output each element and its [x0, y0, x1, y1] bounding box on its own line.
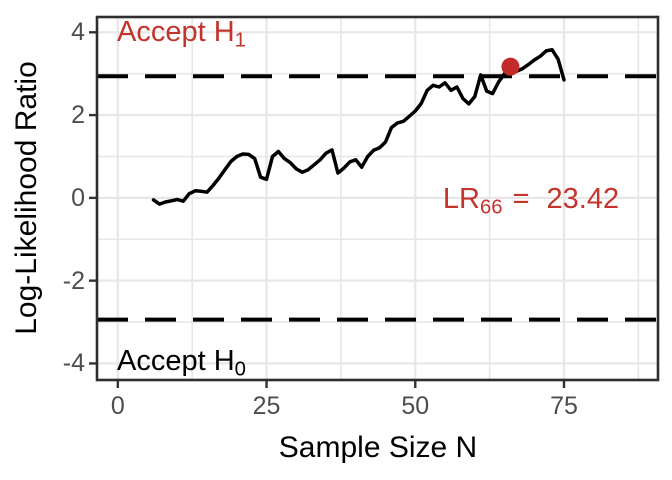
lr-value: 23.42 — [546, 183, 620, 215]
accept-h0-label: Accept H0 — [117, 344, 246, 381]
panel-border — [95, 15, 660, 382]
x-tick-label: 75 — [550, 392, 578, 420]
accept-h1-label: Accept H1 — [117, 15, 246, 52]
y-tick-label: 0 — [71, 183, 85, 212]
y-tick-label: -4 — [62, 349, 85, 378]
decision-point-marker — [501, 57, 520, 76]
y-axis-title: Log-Likelihood Ratio — [10, 61, 43, 335]
accept-h1-subscript: 1 — [234, 29, 246, 52]
accept-h1-text: Accept H — [117, 16, 235, 48]
llr-path — [151, 47, 566, 206]
x-axis-title: Sample Size N — [278, 431, 478, 464]
accept-h0-subscript: 0 — [234, 358, 246, 381]
lr-prefix: LR — [442, 183, 480, 215]
y-tick-label: 2 — [71, 101, 85, 130]
accept-h0-text: Accept H — [117, 345, 235, 377]
y-tick-label: 4 — [71, 18, 85, 47]
llr-line-series — [151, 47, 566, 206]
x-tick-label: 50 — [401, 392, 430, 420]
axis-tick-marks — [89, 31, 566, 388]
lr-subscript: 66 — [480, 196, 503, 219]
y-tick-label: -2 — [62, 266, 85, 295]
x-tick-label: 25 — [252, 392, 281, 420]
x-tick-label: 0 — [110, 392, 125, 420]
equals-sign: = — [512, 183, 530, 215]
stopping-point-dot — [501, 57, 520, 76]
lr-value-annotation: LR66 = 23.42 — [443, 182, 619, 219]
